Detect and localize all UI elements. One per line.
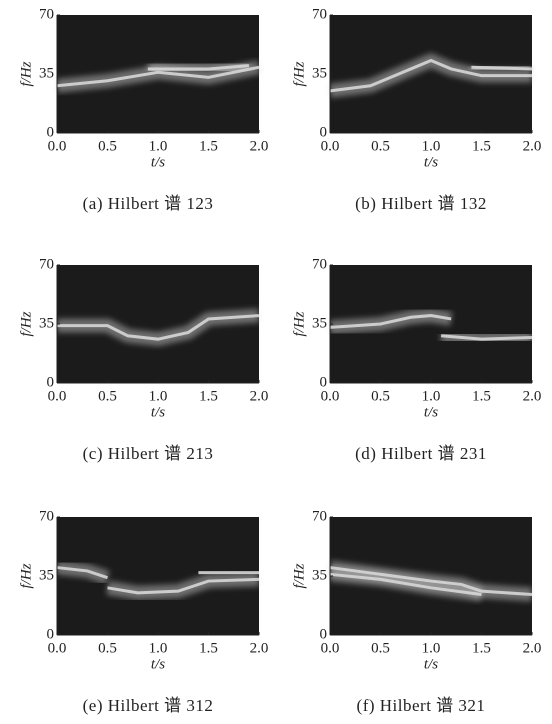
x-tick-label: 1.5 (472, 640, 491, 656)
x-tick-label: 0.5 (98, 138, 117, 154)
x-tick-label: 2.0 (250, 138, 269, 154)
x-tick-label: 1.0 (422, 640, 441, 656)
x-tick-label: 2.0 (523, 640, 542, 656)
x-tick-label: 1.0 (422, 138, 441, 154)
ridge (440, 334, 533, 341)
y-tick-label: 35 (39, 315, 54, 331)
y-tick-label: 35 (312, 65, 327, 81)
x-tick-label: 0.5 (98, 640, 117, 656)
x-tick-label: 0.0 (321, 138, 340, 154)
x-tick-label: 1.5 (199, 138, 218, 154)
y-tick-label: 70 (312, 6, 327, 22)
x-axis-label: t/s (151, 154, 165, 170)
caption: (f) Hilbert 谱 321 (357, 696, 486, 715)
y-tick-label: 70 (39, 508, 54, 524)
x-tick-label: 0.5 (98, 388, 117, 404)
x-tick-label: 2.0 (250, 388, 269, 404)
panel: 0.0 0.5 1.0 1.5 2.0 0 35 70 t/s f/Hz (c) Hilbert 谱… (18, 256, 268, 462)
caption: (e) Hilbert 谱 312 (83, 696, 214, 715)
y-tick-label: 35 (39, 65, 54, 81)
y-tick-label: 0 (47, 626, 55, 642)
x-tick-label: 0.0 (48, 640, 67, 656)
x-tick-label: 0.5 (371, 138, 390, 154)
panel: 0.0 0.5 1.0 1.5 2.0 0 35 70 t/s f/Hz (f) Hilbert 谱… (291, 508, 541, 714)
x-tick-label: 1.5 (472, 138, 491, 154)
y-tick-label: 35 (39, 567, 54, 583)
caption: (b) Hilbert 谱 132 (355, 194, 487, 213)
y-tick-label: 70 (39, 256, 54, 272)
x-tick-label: 1.0 (422, 388, 441, 404)
x-tick-label: 0.0 (321, 388, 340, 404)
y-axis-label: f/Hz (291, 311, 307, 336)
caption: (c) Hilbert 谱 213 (83, 444, 214, 463)
ridge (329, 314, 452, 329)
y-tick-label: 70 (39, 6, 54, 22)
x-tick-label: 0.0 (48, 388, 67, 404)
ridge (107, 577, 260, 595)
x-tick-label: 0.5 (371, 640, 390, 656)
y-axis-label: f/Hz (18, 563, 34, 588)
x-axis-label: t/s (424, 656, 438, 672)
y-tick-label: 0 (47, 374, 55, 390)
x-tick-label: 0.5 (371, 388, 390, 404)
x-tick-label: 1.5 (472, 388, 491, 404)
ridge (57, 314, 260, 341)
y-tick-label: 35 (312, 567, 327, 583)
x-tick-label: 1.0 (149, 138, 168, 154)
x-axis-label: t/s (151, 404, 165, 420)
y-tick-label: 35 (312, 315, 327, 331)
x-axis-label: t/s (424, 154, 438, 170)
caption: (d) Hilbert 谱 231 (355, 444, 487, 463)
caption: (a) Hilbert 谱 123 (83, 194, 214, 213)
x-tick-label: 0.0 (48, 138, 67, 154)
panel: 0.0 0.5 1.0 1.5 2.0 0 35 70 t/s f/Hz (e) Hilbert 谱… (18, 508, 268, 714)
y-tick-label: 70 (312, 508, 327, 524)
ridge (56, 566, 108, 580)
y-tick-label: 0 (320, 124, 328, 140)
y-axis-label: f/Hz (291, 61, 307, 86)
x-tick-label: 1.5 (199, 388, 218, 404)
y-tick-label: 0 (320, 374, 328, 390)
x-tick-label: 1.5 (199, 640, 218, 656)
y-axis-label: f/Hz (18, 311, 34, 336)
y-axis-label: f/Hz (291, 563, 307, 588)
x-tick-label: 1.0 (149, 388, 168, 404)
x-tick-label: 1.0 (149, 640, 168, 656)
panel: 0.0 0.5 1.0 1.5 2.0 0 35 70 t/s f/Hz (d) Hilbert 谱… (291, 256, 541, 462)
x-axis-label: t/s (151, 656, 165, 672)
ridge (471, 65, 533, 71)
y-tick-label: 70 (312, 256, 327, 272)
panel: 0.0 0.5 1.0 1.5 2.0 0 35 70 t/s f/Hz (b) Hilbert 谱… (291, 6, 541, 212)
x-tick-label: 2.0 (523, 388, 542, 404)
x-tick-label: 2.0 (523, 138, 542, 154)
y-tick-label: 0 (320, 626, 328, 642)
x-tick-label: 0.0 (321, 640, 340, 656)
y-tick-label: 0 (47, 124, 55, 140)
ridge (329, 572, 482, 597)
x-tick-label: 2.0 (250, 640, 269, 656)
y-axis-label: f/Hz (18, 61, 34, 86)
panel: 0.0 0.5 1.0 1.5 2.0 0 35 70 t/s f/Hz (a) Hilbert 谱… (18, 6, 268, 212)
ridge (147, 64, 250, 71)
ridge (329, 58, 532, 93)
x-axis-label: t/s (424, 404, 438, 420)
